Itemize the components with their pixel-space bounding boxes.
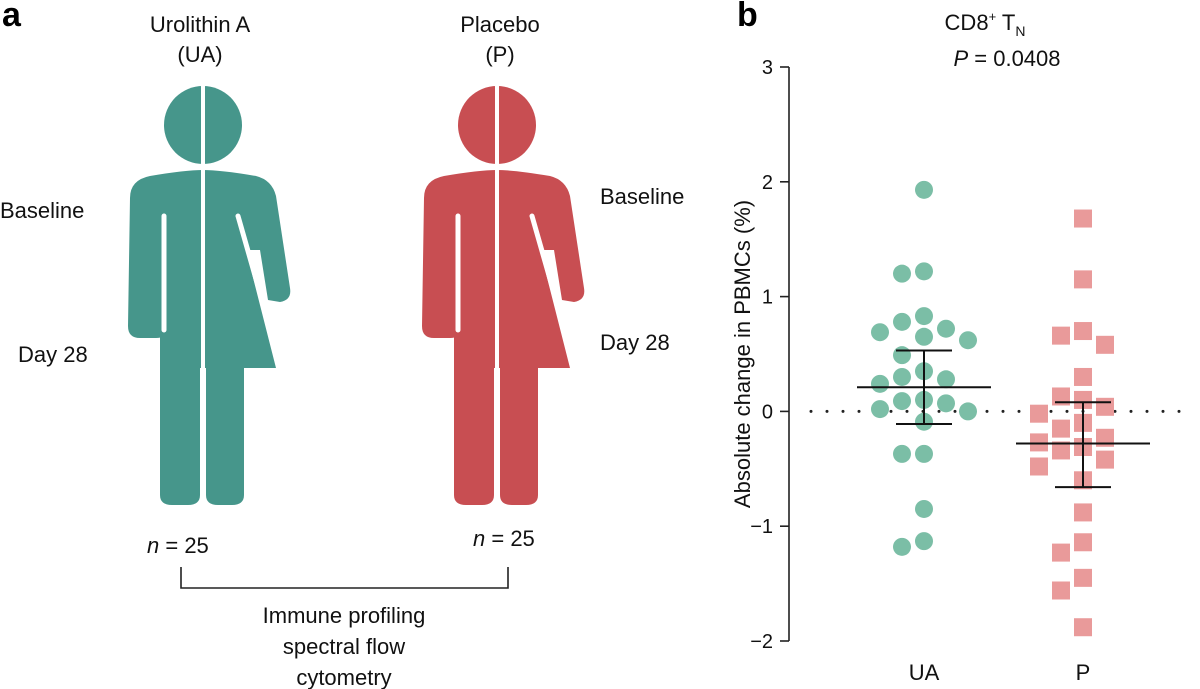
data-point-p	[1074, 322, 1092, 341]
x-category-label: P	[1076, 660, 1091, 685]
data-point-ua	[915, 499, 933, 518]
placebo-person-icon	[422, 84, 585, 505]
ua-figure-shape	[128, 86, 291, 505]
data-point-ua	[893, 537, 911, 556]
data-point-p	[1074, 390, 1092, 409]
placebo-baseline-label: Baseline	[600, 184, 684, 209]
data-point-p	[1030, 457, 1048, 476]
caption-line-3: cytometry	[296, 665, 391, 689]
data-point-ua	[893, 444, 911, 463]
data-point-p	[1030, 404, 1048, 423]
placebo-title-line1: Placebo	[460, 12, 540, 37]
y-axis-label: Absolute change in PBMCs (%)	[730, 200, 755, 508]
data-point-p	[1074, 533, 1092, 552]
data-point-p	[1074, 568, 1092, 587]
data-point-p	[1096, 335, 1114, 354]
placebo-day28-label: Day 28	[600, 330, 670, 355]
data-point-ua	[937, 394, 955, 413]
data-point-ua	[915, 262, 933, 281]
x-category-label: UA	[909, 660, 940, 685]
data-point-p	[1096, 450, 1114, 469]
p-value-annotation: P = 0.0408	[953, 46, 1060, 71]
data-point-ua	[893, 346, 911, 365]
data-point-p	[1052, 326, 1070, 345]
chart: −2 −1 0 1 2 3 Absolute change in PBMCs (%) UA P	[730, 57, 1192, 685]
data-point-p	[1074, 270, 1092, 289]
data-point-p	[1052, 581, 1070, 600]
data-point-ua	[915, 444, 933, 463]
ua-arm-gap-right	[235, 213, 265, 303]
data-point-p	[1074, 503, 1092, 522]
y-tick-label: −1	[750, 516, 773, 538]
data-point-ua	[959, 331, 977, 350]
data-point-p	[1030, 433, 1048, 452]
y-tick-label: 2	[762, 172, 773, 194]
placebo-title-line2: (P)	[485, 42, 514, 67]
data-point-ua	[893, 367, 911, 386]
ua-body	[150, 170, 291, 505]
ua-baseline-label: Baseline	[0, 198, 84, 223]
placebo-n-label: n = 25	[473, 526, 535, 551]
data-point-p	[1052, 441, 1070, 460]
data-point-ua	[937, 370, 955, 389]
ua-title-line2: (UA)	[177, 42, 222, 67]
ua-person-icon	[128, 84, 291, 505]
placebo-left-arm	[422, 176, 464, 338]
data-point-ua	[893, 312, 911, 331]
data-point-p	[1096, 397, 1114, 416]
data-point-ua	[871, 374, 889, 393]
data-point-ua	[937, 319, 955, 338]
data-point-ua	[915, 180, 933, 199]
y-tick-label: 1	[762, 287, 773, 309]
data-point-ua	[915, 532, 933, 551]
panel-a-letter: a	[2, 0, 22, 34]
data-point-p	[1052, 543, 1070, 562]
ua-day28-label: Day 28	[18, 342, 88, 367]
panel-b-letter: b	[737, 0, 758, 34]
chart-title: CD8+ TN	[945, 9, 1026, 39]
data-point-ua	[915, 307, 933, 326]
panel-b: b CD8+ TN P = 0.0408 −2 −1 0 1 2 3 Absolute ch…	[730, 0, 1192, 685]
data-point-ua	[893, 392, 911, 411]
data-point-ua	[893, 264, 911, 283]
data-point-ua	[871, 400, 889, 419]
data-point-p	[1052, 387, 1070, 406]
data-point-p	[1074, 618, 1092, 637]
ua-n-label: n = 25	[147, 533, 209, 558]
data-point-p	[1074, 209, 1092, 228]
caption-line-1: Immune profiling	[263, 603, 426, 628]
ua-left-arm	[128, 176, 170, 338]
caption-line-2: spectral flow	[283, 634, 405, 659]
data-point-ua	[915, 327, 933, 346]
placebo-arm-gap-right	[529, 213, 559, 303]
data-point-p	[1096, 428, 1114, 447]
group-bracket	[180, 567, 509, 589]
y-tick-label: −2	[750, 631, 773, 653]
panel-a: a Urolithin A (UA) Baseline Day 28 n = 2…	[0, 0, 684, 689]
data-point-ua	[959, 402, 977, 421]
placebo-body	[444, 170, 585, 505]
placebo-figure-shape	[422, 86, 585, 505]
y-tick-label: 0	[762, 401, 773, 423]
data-point-p	[1052, 419, 1070, 438]
data-point-ua	[871, 323, 889, 342]
data-point-p	[1074, 367, 1092, 386]
y-tick-label: 3	[762, 57, 773, 79]
ua-title-line1: Urolithin A	[150, 12, 251, 37]
